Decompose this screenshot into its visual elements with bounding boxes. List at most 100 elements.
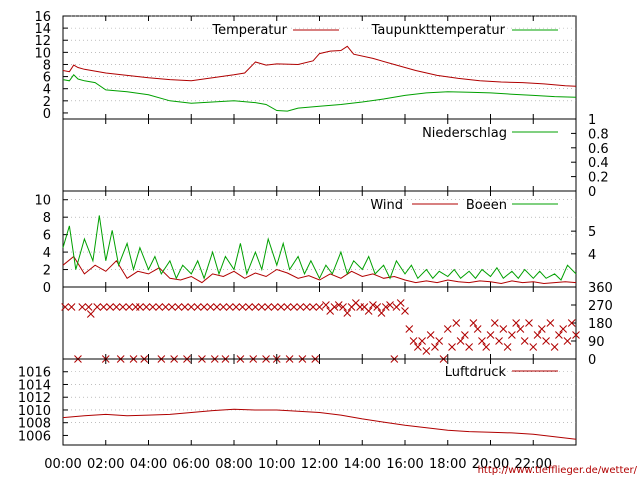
y2-tick-label-wind_direction: 0 [588, 353, 596, 368]
y-tick-label-temperature: 4 [43, 83, 51, 98]
data-point-wind_direction [67, 303, 76, 311]
y-tick-label-pressure: 1012 [18, 391, 51, 406]
data-point-wind_direction [264, 303, 273, 311]
y2-tick-label-wind_direction: 270 [588, 299, 613, 314]
x-tick-label: 20:00 [472, 457, 509, 472]
data-point-wind_direction [448, 343, 456, 351]
data-point-wind_direction [533, 331, 542, 339]
data-point-wind_direction [343, 309, 352, 317]
data-point-wind_direction [364, 307, 373, 315]
data-point-wind_direction [78, 303, 87, 311]
data-point-wind_direction [537, 325, 546, 333]
y-tick-label-wind: 10 [34, 194, 51, 209]
series-line-boeen [62, 215, 577, 281]
data-point-wind_direction [469, 319, 478, 327]
y2-tick-label-precipitation: 1 [588, 113, 596, 128]
legend-label-wind: Wind [370, 198, 403, 213]
data-point-wind_direction [542, 337, 550, 345]
x-tick-label: 22:00 [515, 457, 552, 472]
data-point-wind_direction [84, 303, 93, 311]
data-point-wind_direction [443, 325, 452, 333]
data-point-wind_direction [431, 343, 439, 351]
data-point-wind_direction [520, 337, 529, 345]
data-point-wind_direction [490, 319, 499, 327]
y2-tick-label-wind_direction: 180 [588, 317, 613, 332]
y2-tick-label-precipitation: 0.2 [588, 171, 609, 186]
data-point-wind_direction [563, 337, 572, 345]
data-point-wind_direction [381, 303, 390, 311]
data-point-wind_direction [330, 303, 339, 311]
data-point-wind_direction [499, 325, 508, 333]
y-tick-label-temperature: 2 [43, 95, 51, 110]
data-point-wind_direction [86, 310, 95, 318]
y2-tick-label-precipitation: 0 [588, 185, 596, 200]
data-point-wind_direction [422, 347, 431, 355]
x-tick-label: 12:00 [301, 457, 338, 472]
data-point-wind_direction [516, 325, 525, 333]
data-point-wind_direction [550, 343, 559, 351]
data-point-wind_direction [456, 337, 465, 345]
data-point-wind_direction [339, 303, 347, 311]
legend-label-niederschlag: Niederschlag [422, 126, 507, 141]
data-point-wind_direction [142, 303, 151, 311]
data-point-wind_direction [525, 319, 533, 327]
x-tick-label: 06:00 [173, 457, 210, 472]
y-tick-label-pressure: 1016 [18, 366, 51, 381]
data-point-wind_direction [187, 303, 196, 311]
y-tick-label-temperature: 16 [34, 10, 51, 25]
data-point-wind_direction [112, 303, 121, 311]
data-point-wind_direction [373, 303, 382, 311]
data-point-wind_direction [555, 331, 563, 339]
data-point-wind_direction [289, 303, 298, 311]
y-tick-label-temperature: 8 [43, 58, 51, 73]
data-point-wind_direction [238, 303, 247, 311]
data-point-wind_direction [460, 331, 469, 339]
legend-label-boeen: Boeen [466, 198, 507, 213]
legend-label-temperatur: Temperatur [211, 23, 287, 38]
series-line-wind [62, 255, 577, 285]
y2-tick-label-precipitation: 0.8 [588, 127, 609, 142]
data-point-wind_direction [478, 337, 486, 345]
y-tick-label-temperature: 0 [43, 107, 51, 122]
y-tick-label-pressure: 1010 [18, 404, 51, 419]
data-point-wind_direction [377, 309, 386, 317]
data-point-wind_direction [251, 303, 260, 311]
data-point-wind_direction [168, 303, 176, 311]
data-point-wind_direction [99, 303, 108, 311]
data-point-wind_direction [277, 303, 285, 311]
series-line-temperatur [62, 45, 577, 87]
data-point-wind_direction [315, 303, 324, 311]
data-point-wind_direction [482, 343, 491, 351]
data-point-wind_direction [334, 301, 343, 309]
legend-label-luftdruck: Luftdruck [445, 365, 507, 380]
y2-tick-label-wind_direction: 90 [588, 335, 605, 350]
y-tick-label-pressure: 1014 [18, 378, 51, 393]
data-point-wind_direction [396, 299, 405, 307]
data-point-wind_direction [180, 303, 189, 311]
data-point-wind_direction [486, 331, 495, 339]
data-point-wind_direction [435, 337, 444, 345]
data-point-wind_direction [219, 303, 228, 311]
data-point-wind_direction [155, 303, 164, 311]
footer-url: http://www.tiefflieger.de/wetter/ [478, 465, 638, 476]
data-point-wind_direction [225, 303, 234, 311]
data-point-wind_direction [174, 303, 183, 311]
data-point-wind_direction [136, 303, 144, 311]
data-point-wind_direction [302, 303, 311, 311]
data-point-wind_direction [206, 303, 215, 311]
y-tick-label-wind: 2 [43, 264, 51, 279]
data-point-wind_direction [409, 337, 418, 345]
data-point-wind_direction [567, 319, 576, 327]
data-point-wind_direction [125, 303, 134, 311]
data-point-wind_direction [148, 303, 157, 311]
data-point-wind_direction [369, 301, 377, 309]
x-tick-label: 02:00 [87, 457, 124, 472]
data-point-wind_direction [200, 303, 208, 311]
x-tick-label: 18:00 [429, 457, 466, 472]
x-tick-label: 08:00 [215, 457, 252, 472]
series-line-luftdruck [62, 408, 577, 440]
legend-label-taupunkttemperatur: Taupunkttemperatur [371, 23, 506, 38]
data-point-wind_direction [503, 343, 512, 351]
data-point-wind_direction [559, 325, 568, 333]
data-point-wind_direction [512, 319, 521, 327]
